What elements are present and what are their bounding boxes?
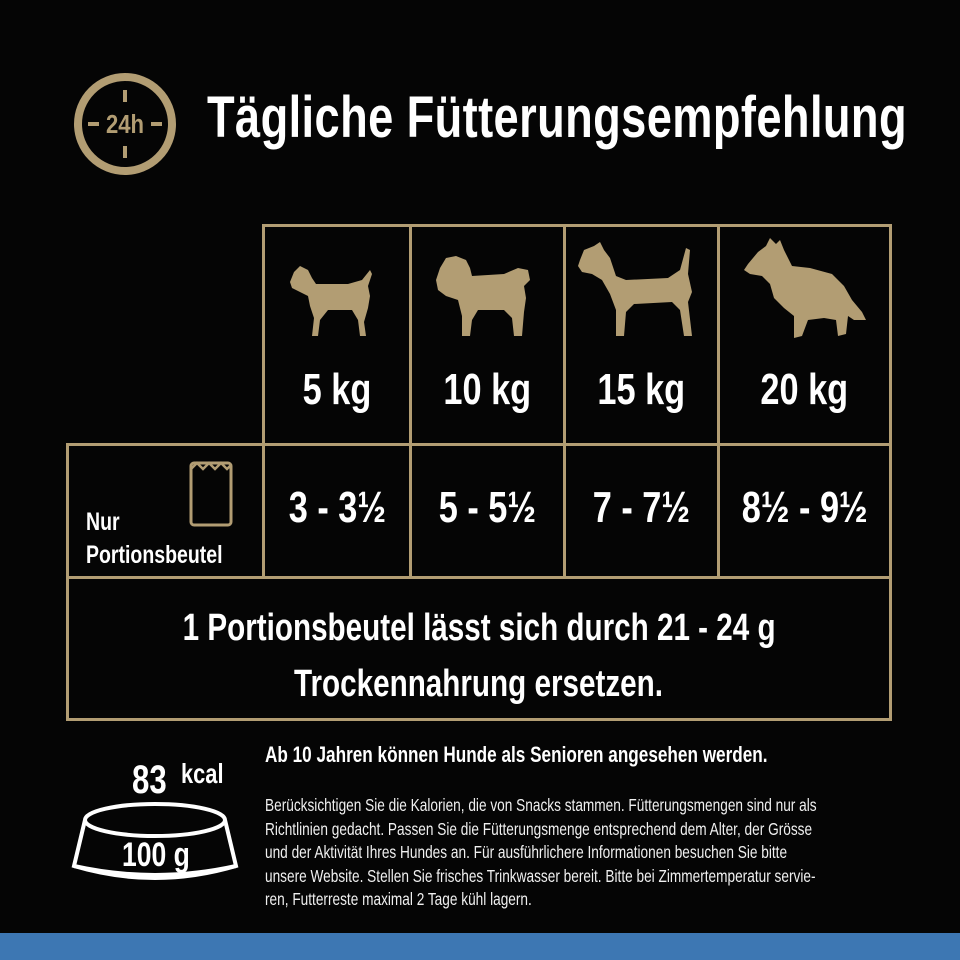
page-title: Tägliche Fütterungsempfehlung (207, 84, 907, 150)
amount-15kg: 7 - 7½ (592, 483, 691, 532)
terrier-dog-icon (578, 242, 692, 336)
weight-20kg: 20 kg (760, 365, 849, 414)
row-label: Nur Portionsbeutel (86, 508, 223, 569)
amount-20kg: 8½ - 9½ (741, 483, 868, 532)
weight-10kg: 10 kg (443, 365, 532, 414)
replacement-note: 1 Portionsbeutel lässt sich durch 21 - 2… (182, 607, 776, 705)
bowl-icon (70, 750, 240, 890)
clock-24h-icon: 24h (71, 70, 179, 178)
weight-5kg: 5 kg (302, 365, 372, 414)
clock-label: 24h (106, 110, 144, 139)
kcal-value: 83 (132, 758, 167, 802)
feeding-notes: Berücksichtigen Sie die Kalorien, die vo… (265, 795, 817, 909)
bottom-band (0, 933, 960, 960)
weight-15kg: 15 kg (597, 365, 686, 414)
senior-note: Ab 10 Jahren können Hunde als Senioren a… (265, 742, 768, 767)
small-dog-icon (290, 266, 372, 336)
amount-5kg: 3 - 3½ (288, 483, 386, 532)
grams-label: 100 g (122, 836, 190, 874)
kcal-unit: kcal (181, 758, 224, 789)
amount-10kg: 5 - 5½ (438, 483, 537, 532)
collie-dog-icon (744, 238, 866, 338)
pouch-icon (189, 461, 233, 527)
pug-dog-icon (436, 256, 530, 336)
